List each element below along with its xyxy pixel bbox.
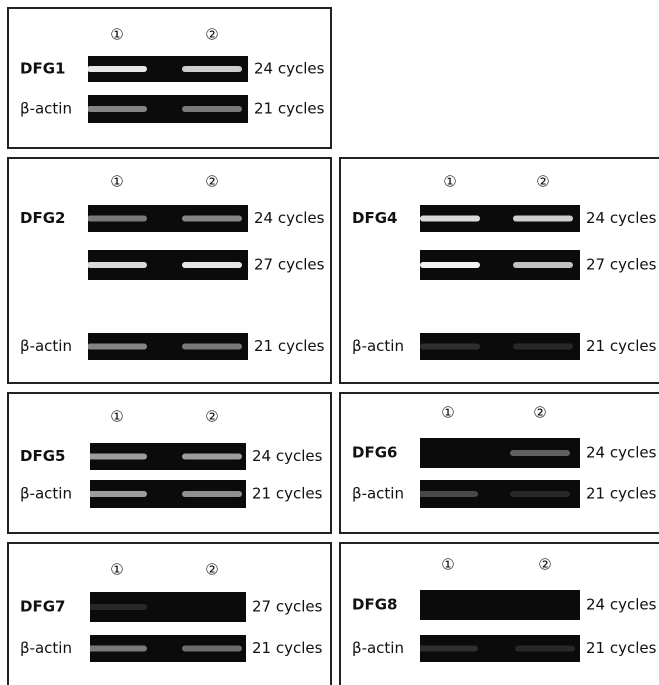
lane-label: ② (205, 408, 218, 426)
cycles-label: 27 cycles (586, 256, 657, 274)
panel: ① ② DFG7 27 cycles β-actin 21 cycles (8, 543, 331, 685)
lane-label: ① (110, 408, 123, 426)
lane-label: ① (110, 26, 123, 44)
gel-band (418, 491, 478, 497)
gel-band (87, 646, 147, 652)
cycles-label: 21 cycles (586, 485, 657, 503)
gel-band (182, 454, 242, 460)
lane-label: ① (110, 561, 123, 579)
cycles-label: 21 cycles (586, 337, 657, 355)
gel-band (510, 450, 570, 456)
lane-label: ① (441, 556, 454, 574)
gel-band (87, 454, 147, 460)
gel-band (182, 646, 242, 652)
panel: ① ② DFG2 24 cycles 27 cycles β-actin 21 cycles (8, 158, 331, 383)
row-label: β-actin (352, 337, 404, 355)
lane-label: ① (110, 173, 123, 191)
lane-label: ① (441, 404, 454, 422)
cycles-label: 24 cycles (586, 444, 657, 462)
cycles-label: 24 cycles (254, 60, 325, 78)
gel-band (87, 604, 147, 610)
panel: ① ② DFG8 24 cycles β-actin 21 cycles (340, 543, 659, 685)
gel-band (510, 491, 570, 497)
gel-band (87, 106, 147, 112)
gel-band (420, 262, 480, 268)
gel-band (182, 66, 242, 72)
row-label: DFG6 (352, 444, 397, 462)
row-label: β-actin (20, 100, 72, 118)
row-label: DFG2 (20, 209, 65, 227)
lane-label: ① (443, 173, 456, 191)
row-label: DFG7 (20, 598, 65, 616)
gel-band (87, 66, 147, 72)
cycles-label: 21 cycles (254, 337, 325, 355)
lane-label: ② (536, 173, 549, 191)
cycles-label: 24 cycles (252, 447, 323, 465)
panel: ① ② DFG1 24 cycles β-actin 21 cycles (8, 8, 331, 148)
row-label: β-actin (20, 485, 72, 503)
gel-band (182, 216, 242, 222)
gel-band (420, 344, 480, 350)
lane-label: ② (205, 173, 218, 191)
row-label: DFG5 (20, 447, 65, 465)
gel-band (87, 262, 147, 268)
cycles-label: 24 cycles (254, 209, 325, 227)
cycles-label: 24 cycles (586, 596, 657, 614)
row-label: β-actin (20, 639, 72, 657)
gel-band (182, 491, 242, 497)
row-label: β-actin (352, 639, 404, 657)
gel-band (182, 106, 242, 112)
gel-band (182, 262, 242, 268)
gel-band (87, 216, 147, 222)
cycles-label: 21 cycles (252, 485, 323, 503)
cycles-label: 21 cycles (254, 100, 325, 118)
row-label: DFG8 (352, 596, 397, 614)
figure: ① ② DFG1 24 cycles β-actin 21 cycles ① ② DFG2 24 … (0, 0, 659, 685)
panel: ① ② DFG6 24 cycles β-actin 21 cycles (340, 393, 659, 533)
row-label: DFG1 (20, 60, 65, 78)
lane-label: ② (533, 404, 546, 422)
gel-band (513, 262, 573, 268)
row-label: β-actin (20, 337, 72, 355)
gel-band (513, 344, 573, 350)
gel-band (515, 646, 575, 652)
cycles-label: 27 cycles (252, 598, 323, 616)
lane-label: ② (205, 561, 218, 579)
panel: ① ② DFG5 24 cycles β-actin 21 cycles (8, 393, 331, 533)
row-label: DFG4 (352, 209, 397, 227)
gel-band (513, 216, 573, 222)
lane-label: ② (205, 26, 218, 44)
lane-label: ② (538, 556, 551, 574)
gel-band (87, 344, 147, 350)
gel-band (418, 646, 478, 652)
row-label: β-actin (352, 485, 404, 503)
cycles-label: 21 cycles (586, 639, 657, 657)
cycles-label: 27 cycles (254, 256, 325, 274)
cycles-label: 24 cycles (586, 209, 657, 227)
gel-band (87, 491, 147, 497)
gel-band (182, 344, 242, 350)
panel: ① ② DFG4 24 cycles 27 cycles β-actin 21 cycles (340, 158, 659, 383)
gel-band (420, 216, 480, 222)
cycles-label: 21 cycles (252, 639, 323, 657)
gel-image (420, 590, 580, 620)
